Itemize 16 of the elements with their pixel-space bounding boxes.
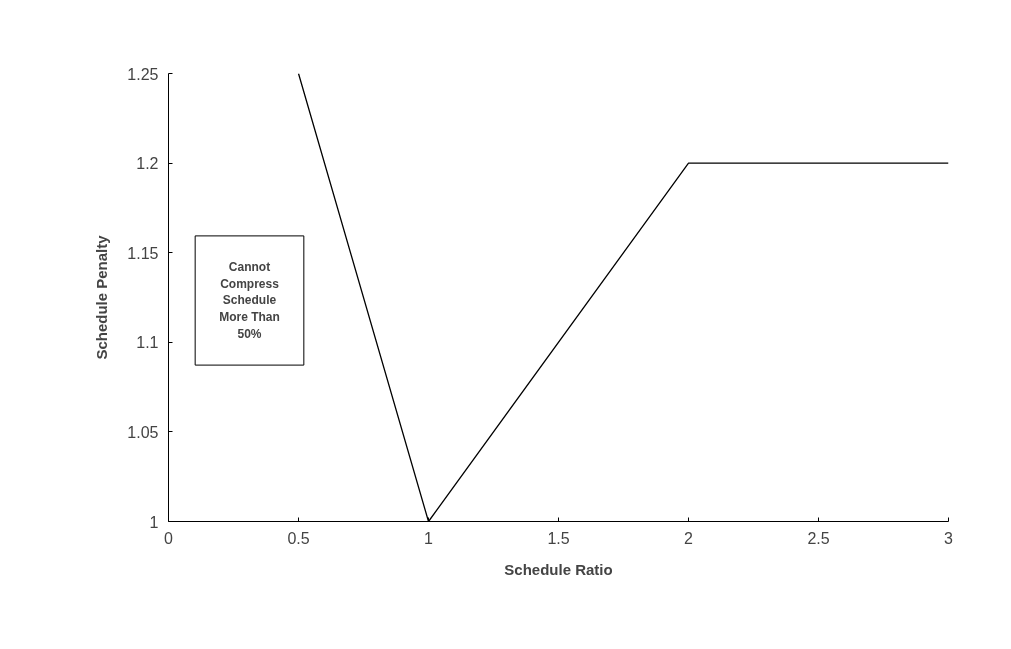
y-tick-label: 1.2 (136, 155, 159, 173)
x-tick-label: 0.5 (287, 529, 310, 547)
annotation: Cannot Compress Schedule More Than 50% (219, 259, 280, 342)
y-tick-label: 1.25 (127, 65, 159, 83)
x-axis-title: Schedule Ratio (504, 560, 613, 578)
x-tick-label: 2.5 (807, 529, 830, 547)
x-tick-label: 0 (164, 529, 174, 547)
y-tick-label: 1 (149, 513, 159, 531)
y-tick-label: 1.05 (127, 423, 159, 441)
x-tick-label: 3 (944, 529, 954, 547)
y-tick-label: 1.15 (127, 244, 159, 262)
x-tick-label: 1 (424, 529, 434, 547)
x-tick-label: 1.5 (547, 529, 570, 547)
y-tick-label: 1.1 (136, 334, 159, 352)
x-tick-label: 2 (684, 529, 694, 547)
y-axis-title: Schedule Penalty (93, 234, 111, 360)
